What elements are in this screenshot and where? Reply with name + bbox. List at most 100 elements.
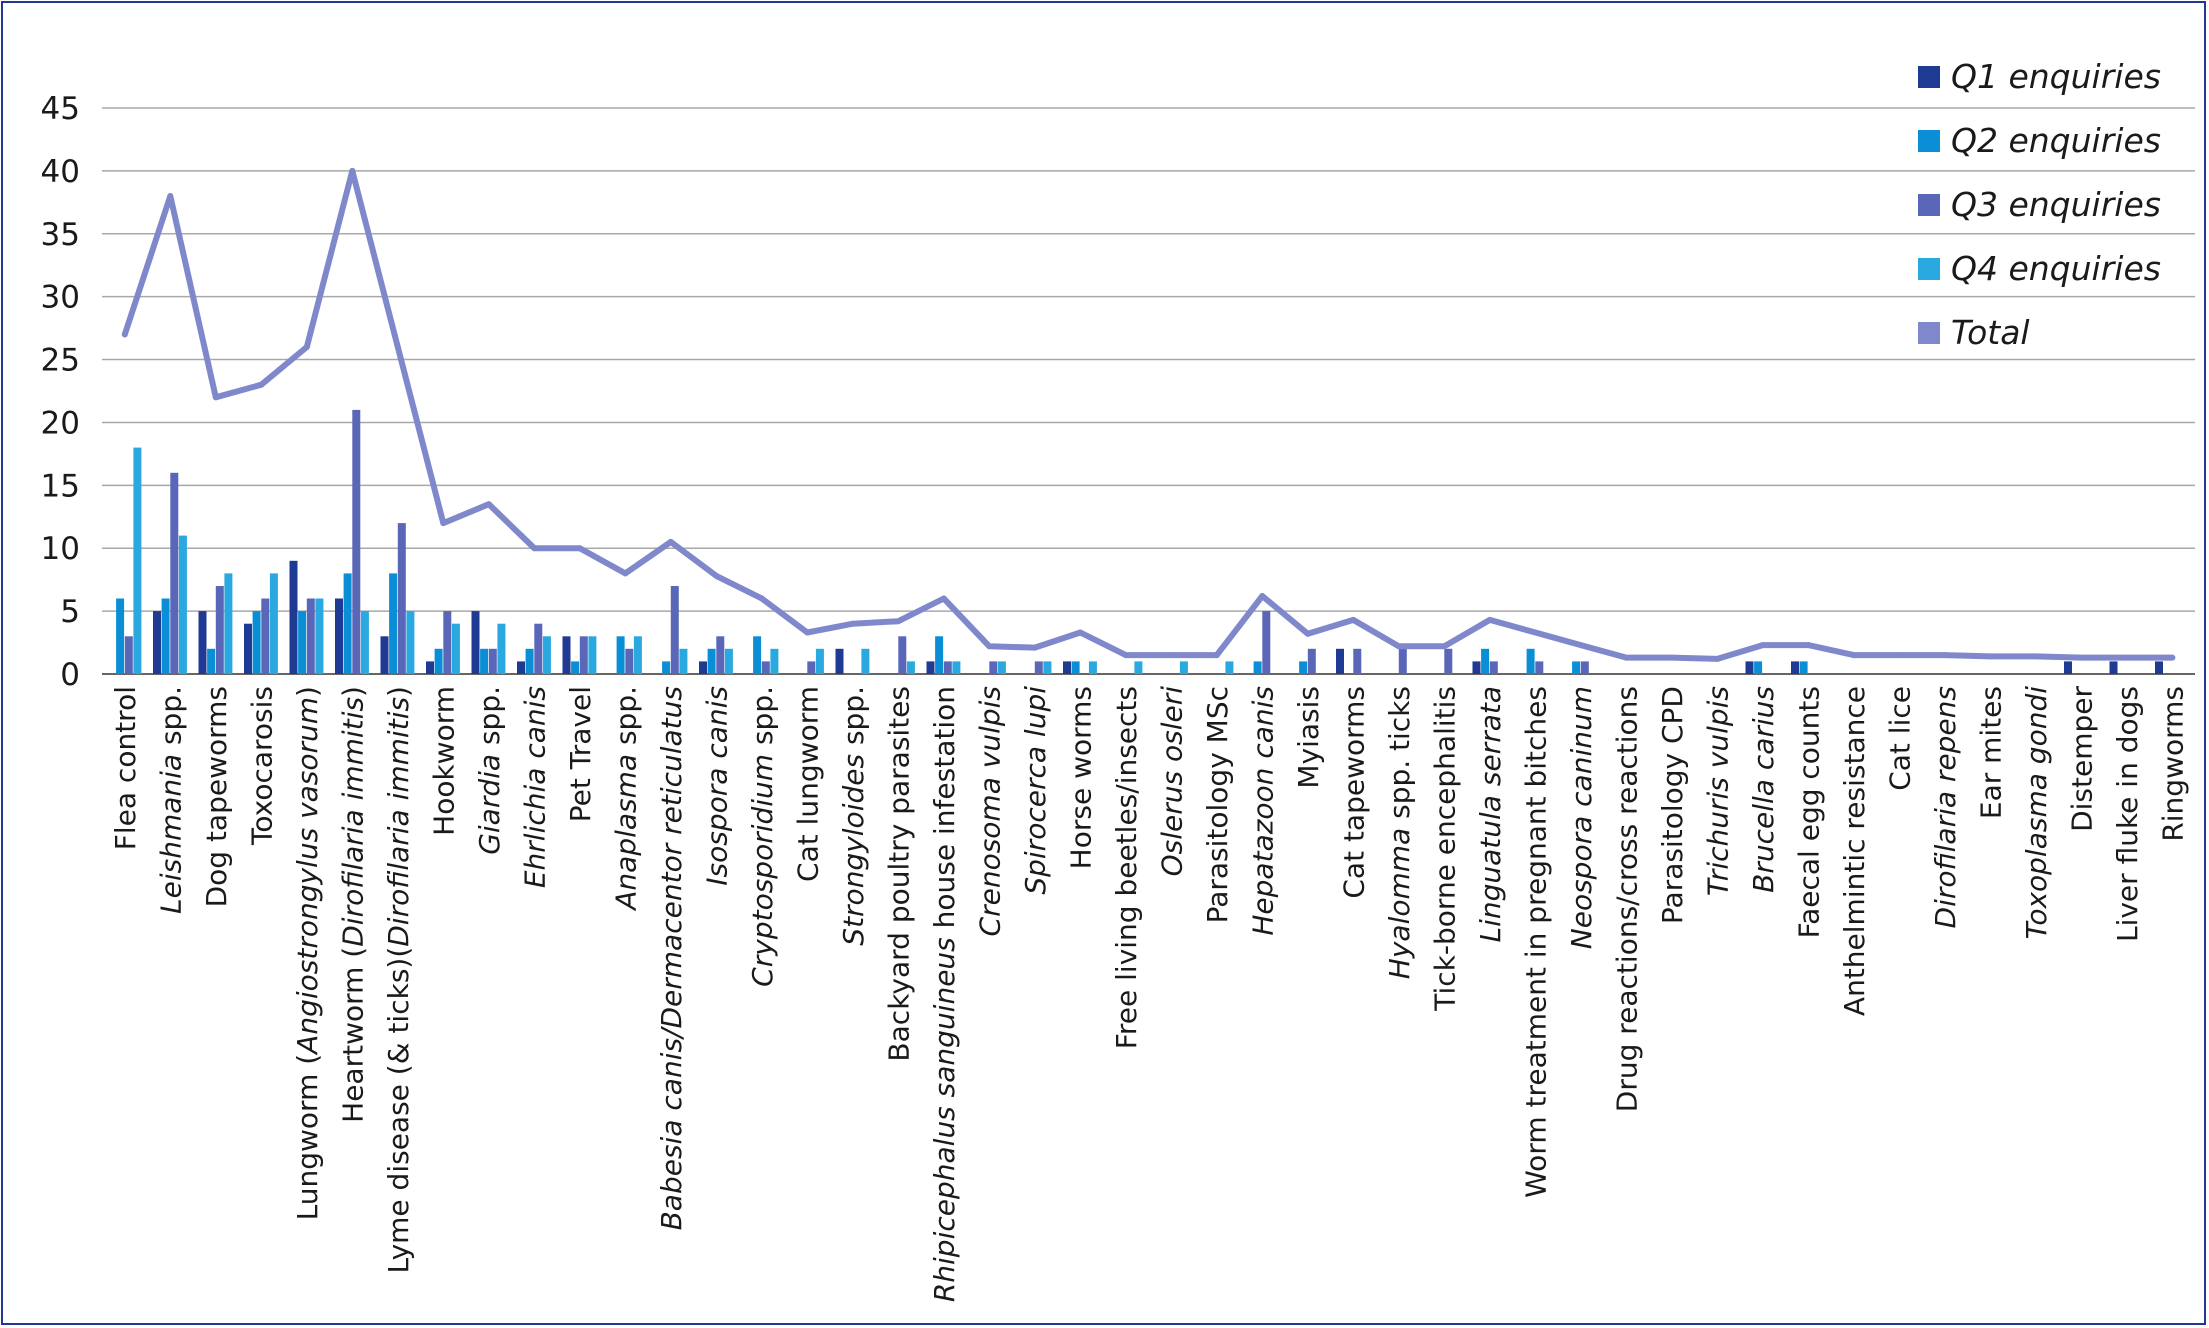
bar-q4-enquiries [133,447,142,674]
bar-q2-enquiries [1253,661,1262,674]
x-tick-label: Babesia canis/Dermacentor reticulatus [655,686,688,1230]
total-point [121,331,128,338]
gridlines [102,107,2195,675]
bar-q2-enquiries [935,636,944,674]
bar-q1-enquiries [1745,661,1754,674]
bar-q4-enquiries [1088,661,1097,674]
bars [116,409,2163,674]
x-tick-label: Pet Travel [564,686,597,822]
x-tick-label: Cat tapeworms [1337,686,1370,899]
bar-q2-enquiries [1526,648,1535,674]
total-point [1532,629,1539,636]
bar-q4-enquiries [861,648,870,674]
legend-swatch [1918,322,1940,344]
bar-q4-enquiries [770,648,779,674]
bar-q4-enquiries [360,611,369,674]
bar-q1-enquiries [1336,648,1344,674]
bar-q3-enquiries [170,472,179,674]
x-tick-label: Backyard poultry parasites [882,686,915,1062]
x-tick-label: Distemper [2065,686,2098,832]
legend-label: Total [1951,313,2030,352]
bar-q4-enquiries [178,535,187,674]
x-tick-label: Tick-borne encephalitis [1428,686,1461,1012]
y-tick-label: 10 [41,531,80,567]
total-point [2032,653,2039,660]
bar-q3-enquiries [443,611,452,674]
total-point [1896,652,1903,659]
y-tick-label: 40 [41,154,80,190]
total-point [2169,654,2176,661]
total-point [804,629,811,636]
bar-q2-enquiries [1572,661,1581,674]
bar-q3-enquiries [306,598,315,674]
x-tick-label: Anaplasma spp. [609,686,642,912]
x-tick-label: Giardia spp. [473,686,506,855]
bar-q3-enquiries [1444,648,1453,674]
bar-q1-enquiries [335,598,343,674]
bar-q2-enquiries [707,648,716,674]
bar-q2-enquiries [616,636,625,674]
total-point [1941,652,1948,659]
bar-q4-enquiries [269,573,278,674]
total-point [1805,642,1812,649]
x-tick-label: Cat lice [1883,686,1916,791]
x-tick-label: Hepatazoon canis [1246,686,1279,936]
x-tick-label: Spirocerca lupi [1019,686,1052,895]
x-tick-label: Trichuris vulpis [1701,686,1734,896]
total-point [1714,655,1721,662]
bar-q4-enquiries [1179,661,1188,674]
bar-q1-enquiries [426,661,434,674]
x-tick-label: Crenosoma vulpis [973,686,1006,936]
bar-q4-enquiries [406,611,415,674]
total-point [576,545,583,552]
bar-q2-enquiries [525,648,534,674]
total-point [713,572,720,579]
total-point [1168,652,1175,659]
bar-q4-enquiries [906,661,915,674]
legend: Q1 enquiries Q2 enquiries Q3 enquiries Q4 e… [1918,57,2161,352]
bar-q1-enquiries [1063,661,1071,674]
x-tick-label: Cryptosporidium spp. [746,686,779,987]
legend-swatch [1918,66,1940,88]
y-tick-label: 45 [41,91,80,127]
bar-q3-enquiries [124,636,133,674]
bar-q3-enquiries [1489,661,1498,674]
bar-q4-enquiries [952,661,961,674]
bar-q4-enquiries [679,648,688,674]
bar-q4-enquiries [1043,661,1052,674]
bar-q3-enquiries [1535,661,1544,674]
bar-q1-enquiries [153,611,161,674]
x-tick-label: Lungworm (Angiostrongylus vasorum) [291,686,324,1220]
bar-q2-enquiries [1071,661,1080,674]
y-axis-ticks: 0 5 10 15 20 25 30 35 40 45 [41,91,80,693]
x-tick-label: Cat lungworm [791,686,824,882]
bar-q4-enquiries [497,623,506,674]
bar-q3-enquiries [625,648,634,674]
total-point [1122,652,1129,659]
bar-q1-enquiries [699,661,707,674]
bar-q2-enquiries [116,598,125,674]
bar-q2-enquiries [753,636,762,674]
bar-q3-enquiries [352,409,361,674]
x-tick-label: Flea control [109,686,142,850]
bar-q4-enquiries [542,636,551,674]
bar-q3-enquiries [943,661,952,674]
y-tick-label: 5 [60,594,80,630]
legend-label: Q2 enquiries [1951,121,2161,160]
total-point [1441,643,1448,650]
y-tick-label: 20 [41,405,80,441]
bar-q1-enquiries [198,611,207,674]
total-point [258,381,265,388]
y-tick-label: 0 [60,657,80,693]
bar-q2-enquiries [480,648,489,674]
bar-q4-enquiries [997,661,1006,674]
total-point [394,344,401,350]
x-tick-label: Liver fluke in dogs [2111,686,2144,942]
total-point [303,344,310,350]
total-point [1395,643,1402,650]
x-tick-label: Ear mites [1974,686,2007,819]
bar-q3-enquiries [1307,648,1316,674]
x-tick-label: Hookworm [427,686,460,836]
bar-q3-enquiries [716,636,725,674]
total-point [1304,630,1311,637]
